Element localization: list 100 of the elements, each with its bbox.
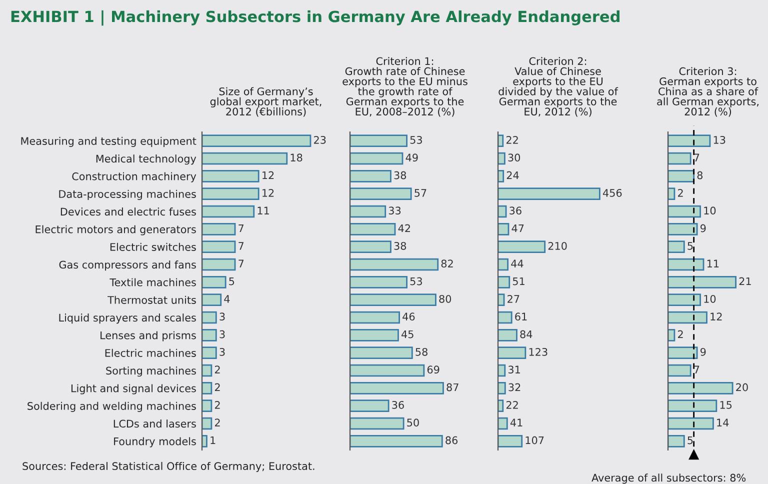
data-label: 58 [416, 348, 428, 356]
bar [498, 382, 506, 394]
data-label: 4 [224, 295, 230, 303]
bar [202, 222, 236, 236]
bar [202, 328, 217, 342]
data-label: 36 [392, 400, 404, 409]
bar [350, 188, 412, 200]
bar [202, 346, 217, 360]
data-label: 11 [258, 206, 269, 214]
data-label: 32 [508, 383, 520, 392]
data-label: 51 [512, 277, 524, 286]
y-tick-label: Textile machines [110, 278, 196, 286]
bar [350, 328, 399, 342]
data-label: 44 [511, 260, 524, 268]
bar [350, 134, 408, 148]
bar [668, 240, 685, 254]
bar [202, 205, 255, 218]
bar [498, 400, 504, 412]
y-tick-label: Light and signal devices [71, 384, 196, 394]
bar [668, 134, 711, 148]
bar [202, 152, 288, 165]
data-label: 20 [736, 383, 748, 392]
bar [350, 152, 404, 165]
bar [498, 170, 504, 182]
bar [668, 222, 698, 236]
data-label: 1 [210, 436, 216, 444]
data-label: 2 [214, 400, 220, 409]
bar [498, 134, 504, 148]
data-label: 86 [446, 436, 458, 444]
data-label: 2 [678, 188, 683, 197]
data-label: 30 [508, 154, 520, 162]
data-label: 53 [410, 136, 422, 144]
chart-title: Criterion 3: German exports to China as a share of all German exports, 2012 (%) [657, 67, 758, 117]
data-label: 12 [710, 312, 722, 320]
y-tick-label: Thermostat units [108, 296, 196, 304]
y-tick-label: Medical technology [96, 154, 196, 165]
y-tick-label: Electric machines [105, 348, 196, 357]
bar [202, 294, 222, 306]
data-label: 107 [526, 436, 544, 444]
data-label: 2 [214, 383, 220, 392]
bar [202, 382, 212, 394]
y-tick-label: Soldering and welding machines [28, 402, 196, 412]
bar [202, 276, 226, 288]
data-label: 7 [238, 242, 244, 250]
data-label: 45 [402, 330, 414, 338]
bar [350, 346, 413, 360]
bar [350, 364, 425, 377]
bar [498, 311, 512, 324]
y-tick-label: Data-processing machines [59, 190, 196, 200]
y-tick-label: LCDs and lasers [114, 420, 196, 428]
bar [668, 205, 701, 218]
data-label: 69 [427, 366, 440, 374]
bar [498, 346, 526, 360]
y-tick-label: Gas compressors and fans [59, 260, 196, 271]
y-tick-label: Lenses and prisms [100, 331, 196, 342]
data-label: 47 [512, 224, 524, 232]
y-tick-label: Measuring and testing equipment [21, 136, 196, 147]
bar [202, 434, 208, 448]
data-label: 46 [402, 312, 415, 321]
data-label: 23 [314, 136, 326, 144]
data-label: 2 [678, 330, 683, 338]
data-label: 5 [229, 277, 234, 286]
data-label: 22 [506, 136, 518, 144]
bar [350, 417, 404, 430]
bar [350, 294, 436, 306]
bar [668, 258, 704, 271]
data-label: 41 [510, 418, 522, 426]
y-tick-label: Sorting machines [106, 366, 196, 377]
data-label: 31 [508, 366, 520, 374]
bar [202, 240, 236, 254]
data-label: 12 [262, 171, 274, 180]
bar [498, 417, 508, 430]
bar [350, 205, 386, 218]
bar [498, 276, 510, 288]
data-label: 9 [700, 224, 706, 232]
bar [498, 205, 507, 218]
data-label: 38 [394, 171, 406, 180]
data-label: 7 [238, 260, 244, 268]
source-note: Sources: Federal Statistical Office of Germany; Eurostat. [22, 462, 314, 472]
bar [498, 152, 506, 165]
bar [350, 258, 439, 271]
data-label: 53 [410, 277, 422, 286]
data-label: 12 [262, 188, 274, 197]
data-label: 57 [414, 189, 426, 197]
bar [202, 258, 236, 271]
data-label: 50 [407, 418, 419, 427]
bar [498, 328, 518, 342]
bar [350, 240, 392, 254]
y-tick-label: Electric switches [110, 242, 196, 251]
y-tick-label: Electric motors and generators [36, 225, 196, 236]
bar [498, 188, 600, 200]
data-label: 27 [508, 294, 520, 303]
data-label: 36 [510, 206, 522, 215]
data-label: 5 [688, 242, 693, 250]
data-label: 7 [694, 154, 700, 162]
data-label: 42 [398, 224, 410, 232]
bar [668, 400, 718, 412]
bar [202, 188, 260, 200]
data-label: 5 [688, 436, 693, 444]
bar [668, 328, 676, 342]
